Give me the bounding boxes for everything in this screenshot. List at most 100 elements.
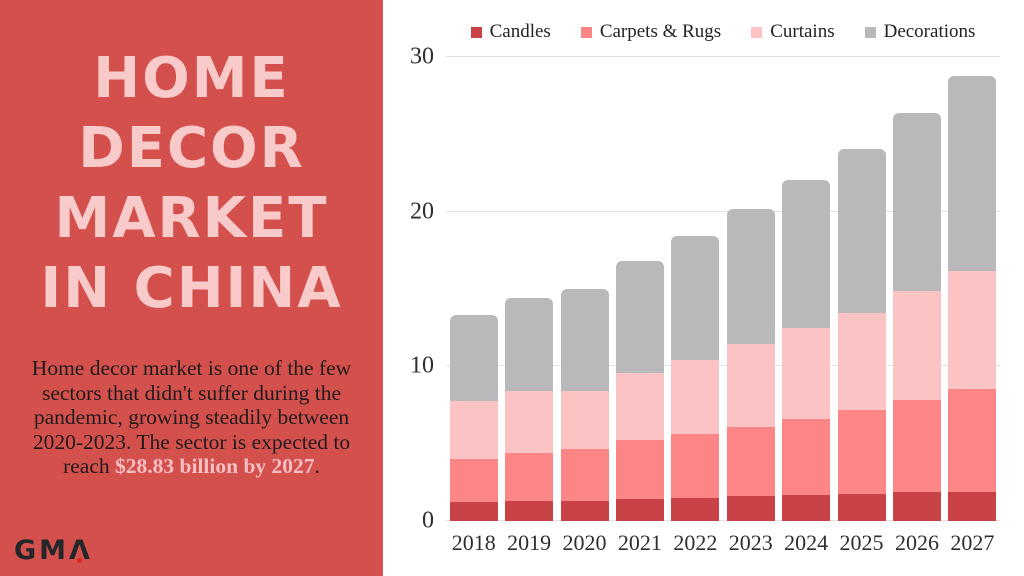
bar-segment-2026-curtains — [892, 290, 941, 400]
bar-segment-2025-curtains — [837, 312, 886, 411]
legend-label: Candles — [489, 21, 551, 42]
chart-legend: Candles Carpets & Rugs Curtains Decorations — [446, 21, 1000, 43]
bar-2022 — [671, 236, 720, 521]
bar-segment-2023-decorations — [726, 208, 775, 344]
bar-cell-2020 — [557, 57, 612, 521]
description-highlight: $28.83 billion by 2027 — [115, 454, 315, 478]
bar-segment-2023-curtains — [726, 343, 775, 428]
description-body: Home decor market is one of the few sect… — [31, 356, 352, 478]
bar-cell-2019 — [501, 57, 556, 521]
legend-swatch-icon — [580, 26, 592, 38]
gma-logo: GM Λ — [14, 535, 93, 566]
legend-item-carpets-rugs: Carpets & Rugs — [580, 21, 722, 43]
bar-segment-2022-decorations — [671, 236, 720, 361]
bar-segment-2022-candles — [671, 497, 720, 521]
legend-item-curtains: Curtains — [751, 21, 835, 43]
bar-segment-2021-curtains — [615, 372, 664, 440]
plot-area: 2018 2019 2020 2021 2022 2023 2024 2025 2026 2027… — [410, 44, 1000, 555]
bar-segment-2026-candles — [892, 492, 941, 521]
bar-segment-2026-carpets-rugs — [892, 399, 941, 493]
left-panel: HOME DECOR MARKET IN CHINA Home decor ma… — [0, 0, 383, 576]
legend-label: Curtains — [770, 21, 835, 42]
bar-segment-2022-curtains — [671, 360, 720, 434]
bar-segment-2024-carpets-rugs — [782, 418, 831, 495]
bar-2019 — [505, 298, 554, 521]
bar-2027 — [948, 75, 997, 521]
bar-cell-2027 — [945, 57, 1000, 521]
bar-segment-2018-carpets-rugs — [449, 459, 498, 503]
bar-segment-2025-decorations — [837, 149, 886, 313]
bar-2023 — [726, 208, 775, 521]
legend-label: Carpets & Rugs — [599, 21, 722, 42]
bar-cell-2026 — [889, 57, 944, 521]
x-axis-label-2018: 2018 — [451, 530, 496, 555]
bar-segment-2019-decorations — [505, 298, 554, 392]
bar-2026 — [892, 112, 941, 521]
bar-cell-2021 — [612, 57, 667, 521]
x-axis-label-2022: 2022 — [673, 530, 718, 555]
legend-swatch-icon — [864, 26, 876, 38]
legend-swatch-icon — [470, 26, 482, 38]
gridline-y-20 — [446, 210, 1000, 212]
bar-2020 — [560, 289, 609, 521]
x-axis-label-2025: 2025 — [839, 530, 884, 555]
bar-segment-2025-candles — [837, 493, 886, 521]
gridline-y-30 — [446, 56, 1000, 57]
bar-segment-2023-carpets-rugs — [726, 427, 775, 497]
title-line: MARKET — [54, 186, 329, 251]
bar-segment-2019-candles — [505, 500, 554, 521]
x-axis-label-2021: 2021 — [617, 530, 662, 555]
y-axis-label-30: 30 — [410, 43, 434, 70]
bars-row — [446, 57, 1000, 521]
bar-cell-2024 — [778, 57, 833, 521]
title-line: DECOR — [78, 116, 305, 181]
bar-segment-2018-decorations — [449, 315, 498, 402]
bar-cell-2018 — [446, 57, 501, 521]
bar-segment-2020-decorations — [560, 289, 609, 392]
bar-segment-2020-curtains — [560, 391, 609, 450]
bar-segment-2024-candles — [782, 494, 831, 521]
x-axis-labels: 2018 2019 2020 2021 2022 2023 2024 2025 2026 2027 — [446, 530, 1000, 556]
logo-letters-gm: GM — [14, 535, 70, 566]
bar-segment-2019-carpets-rugs — [505, 452, 554, 501]
bar-segment-2021-carpets-rugs — [615, 439, 664, 499]
bar-cell-2023 — [723, 57, 778, 521]
logo-dot-icon — [76, 558, 82, 563]
bar-segment-2018-candles — [449, 502, 498, 521]
y-axis-label-10: 10 — [410, 352, 434, 379]
chart-panel: Candles Carpets & Rugs Curtains Decorations… — [383, 0, 1024, 576]
bar-segment-2024-curtains — [782, 328, 831, 419]
bar-2024 — [782, 180, 831, 521]
description-period: . — [314, 454, 320, 478]
legend-item-candles: Candles — [470, 21, 551, 43]
x-axis-label-2027: 2027 — [950, 530, 995, 555]
gridline-y-0 — [446, 520, 1000, 521]
legend-item-decorations: Decorations — [864, 21, 976, 43]
page-title: HOME DECOR MARKET IN CHINA — [0, 44, 383, 324]
bar-segment-2027-decorations — [948, 75, 997, 272]
bar-2021 — [615, 261, 664, 521]
bar-segment-2025-carpets-rugs — [837, 410, 886, 494]
y-axis-label-0: 0 — [422, 507, 434, 534]
bar-segment-2024-decorations — [782, 180, 831, 329]
bar-segment-2026-decorations — [892, 112, 941, 291]
x-axis-label-2023: 2023 — [728, 530, 773, 555]
bar-2018 — [449, 315, 498, 521]
bar-segment-2021-candles — [615, 498, 664, 521]
bar-segment-2019-curtains — [505, 391, 554, 453]
bar-segment-2027-candles — [948, 491, 997, 521]
bar-segment-2020-carpets-rugs — [560, 449, 609, 501]
bar-segment-2021-decorations — [615, 261, 664, 373]
y-axis-label-20: 20 — [410, 198, 434, 225]
gridline-y-10 — [446, 365, 1000, 367]
legend-swatch-icon — [751, 26, 763, 38]
x-axis-label-2020: 2020 — [562, 530, 607, 555]
legend-label: Decorations — [883, 21, 976, 42]
x-axis-label-2024: 2024 — [784, 530, 829, 555]
x-axis-label-2019: 2019 — [507, 530, 552, 555]
description-text: Home decor market is one of the few sect… — [19, 356, 365, 479]
title-line: HOME — [93, 46, 290, 111]
title-line: IN CHINA — [40, 256, 343, 321]
bar-segment-2022-carpets-rugs — [671, 433, 720, 498]
bar-segment-2020-candles — [560, 500, 609, 521]
